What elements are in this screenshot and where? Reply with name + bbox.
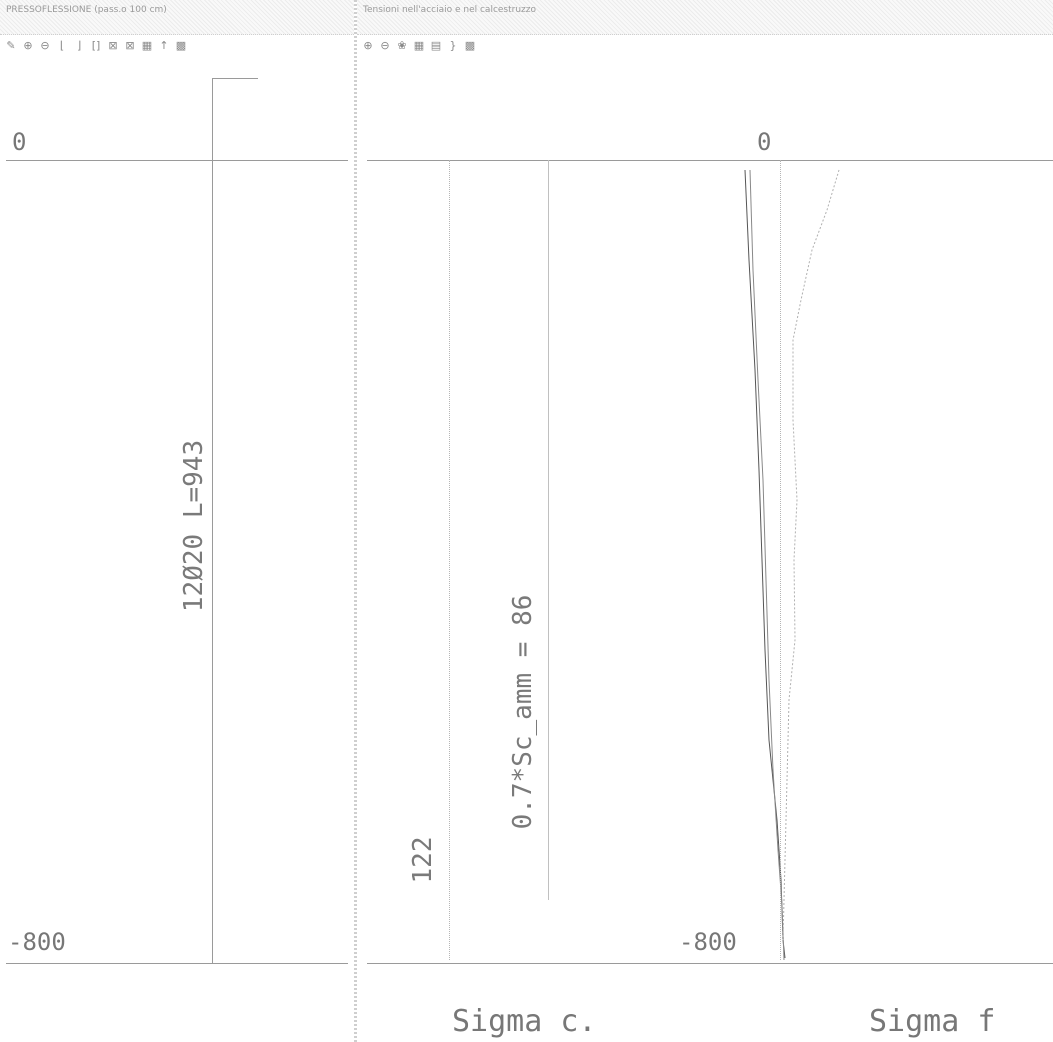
steel-stress-curve xyxy=(744,169,786,959)
section-tool-4-icon[interactable]: ⌋ xyxy=(76,39,82,52)
stress-toolbar: ⊕ ⊖ ❀ ▦ ▤} ▩ xyxy=(361,38,477,56)
left-y-bottom-label: -800 xyxy=(8,928,66,956)
allowable-line xyxy=(548,160,549,900)
sigma-c-limit-line xyxy=(449,160,450,960)
stress-tool-5-icon[interactable]: } xyxy=(449,39,457,52)
stress-tool-2-icon[interactable]: ❀ xyxy=(397,39,407,52)
footer-sigma-c: Sigma c. xyxy=(452,1004,597,1039)
stress-tool-6-icon[interactable]: ▩ xyxy=(464,39,476,52)
stress-tool-1-icon[interactable]: ⊖ xyxy=(380,39,390,52)
stress-envelope-dotted xyxy=(782,169,840,941)
stress-curves xyxy=(744,169,840,961)
stress-tool-3-icon[interactable]: ▦ xyxy=(413,39,425,52)
stress-title: Tensioni nell'acciaio e nel calcestruzzo xyxy=(363,5,537,15)
right-y-top-label: 0 xyxy=(757,128,772,156)
section-tool-1-icon[interactable]: ⊕ xyxy=(23,39,33,52)
section-tool-6-icon[interactable]: ⊠ xyxy=(108,39,118,52)
left-zero-axis xyxy=(6,160,348,161)
stress-tool-0-icon[interactable]: ⊕ xyxy=(363,39,373,52)
section-tool-7-icon[interactable]: ⊠ xyxy=(125,39,135,52)
section-tool-8-icon[interactable]: ▦ xyxy=(141,39,153,52)
stress-panel: Tensioni nell'acciaio e nel calcestruzzo… xyxy=(357,0,1053,1042)
section-top-stub xyxy=(212,78,258,79)
section-panel: PRESSOFLESSIONE (pass.o 100 cm) ✎ ⊕ ⊖ ⌊ ⌋ [] ⊠… xyxy=(0,0,354,1042)
section-tool-9-icon[interactable]: ↑ xyxy=(159,39,169,52)
left-bottom-axis xyxy=(6,963,348,964)
stress-tool-4-icon[interactable]: ▤ xyxy=(430,39,442,52)
section-tool-0-icon[interactable]: ✎ xyxy=(6,39,16,52)
footer-sigma-f: Sigma f xyxy=(869,1004,996,1039)
section-tool-10-icon[interactable]: ▩ xyxy=(175,39,187,52)
rebar-label: 12Ø20 L=943 xyxy=(179,439,209,613)
stress-titlebar: Tensioni nell'acciaio e nel calcestruzzo xyxy=(357,0,1053,35)
right-bottom-axis xyxy=(367,963,1053,964)
panel-splitter[interactable] xyxy=(354,0,357,1042)
section-title: PRESSOFLESSIONE (pass.o 100 cm) xyxy=(6,5,167,15)
section-titlebar: PRESSOFLESSIONE (pass.o 100 cm) xyxy=(0,0,354,35)
section-tool-5-icon[interactable]: [] xyxy=(91,39,101,52)
right-zero-axis xyxy=(367,160,1053,161)
rebar-line xyxy=(212,78,213,964)
steel-zero-line xyxy=(780,160,781,960)
section-toolbar: ✎ ⊕ ⊖ ⌊ ⌋ [] ⊠ ⊠ ▦ ↑ ▩ xyxy=(4,38,188,56)
right-y-bottom-label: -800 xyxy=(679,928,737,956)
section-tool-3-icon[interactable]: ⌊ xyxy=(59,39,65,52)
section-tool-2-icon[interactable]: ⊖ xyxy=(40,39,50,52)
left-y-top-label: 0 xyxy=(12,128,27,156)
